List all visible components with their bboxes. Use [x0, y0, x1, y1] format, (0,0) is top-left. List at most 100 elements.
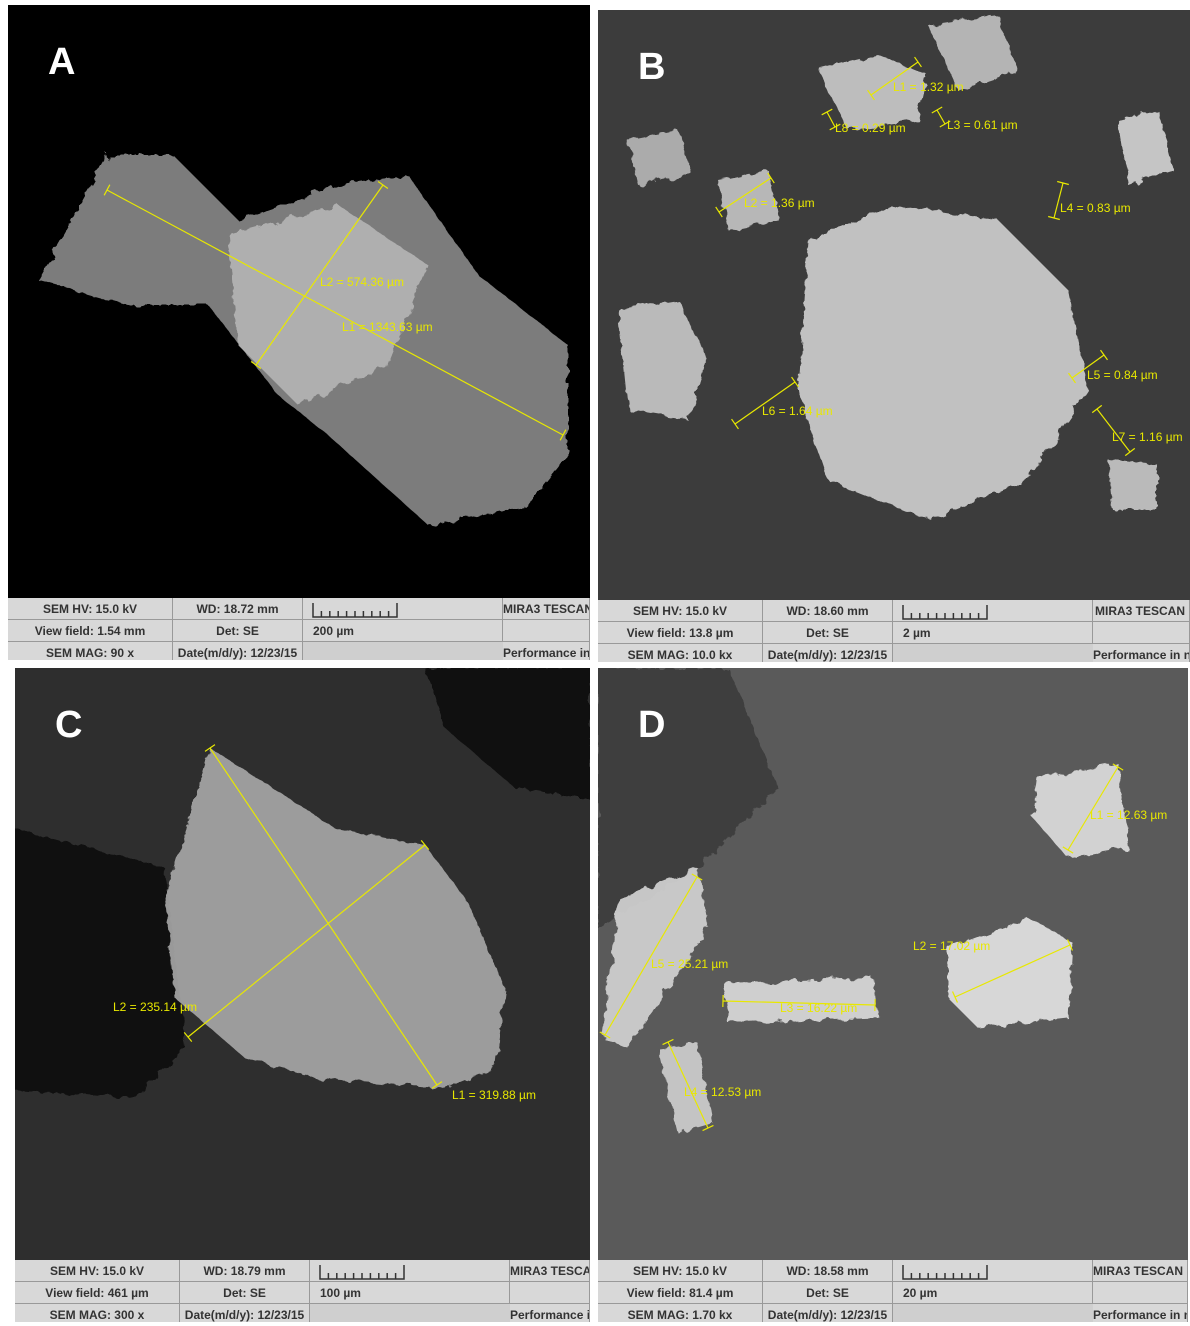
info-wd: WD: 18.58 mm [763, 1260, 893, 1282]
info-det: Det: SE [173, 620, 303, 642]
measure-cap [732, 419, 739, 429]
measure-line [937, 110, 945, 124]
info-date: Date(m/d/y): 12/23/15 [180, 1304, 310, 1322]
info-mag: SEM MAG: 10.0 kx [598, 644, 763, 662]
measure-cap [1100, 350, 1107, 360]
sem-panel: L2 = 574.36 µm L1 = 1343.63 µm A SEM HV: 15… [8, 5, 590, 660]
info-mag: SEM MAG: 1.70 kx [598, 1304, 763, 1322]
measure-label: L1 = 319.88 µm [452, 1088, 536, 1102]
info-slogan: Performance in nanospace [1093, 644, 1190, 662]
scale-bar [901, 601, 991, 621]
scale-bar-line [320, 1265, 404, 1279]
measure-cap [716, 207, 723, 217]
info-brand: MIRA3 TESCAN [1093, 600, 1190, 622]
figure: L2 = 574.36 µm L1 = 1343.63 µm A SEM HV: 15… [0, 0, 1190, 1326]
info-hv: SEM HV: 15.0 kV [598, 1260, 763, 1282]
measure-cap [1092, 405, 1102, 412]
particle [1118, 110, 1173, 185]
particle [15, 818, 185, 1098]
measure-label: L4 = 12.53 µm [684, 1085, 761, 1099]
scale-bar-line [903, 1265, 987, 1279]
measure-label: L5 = 25.21 µm [651, 957, 728, 971]
particle [948, 918, 1073, 1028]
info-det: Det: SE [763, 622, 893, 644]
info-brand: MIRA3 TESCAN [503, 598, 590, 620]
sem-image: L2 = 574.36 µm L1 = 1343.63 µm [8, 5, 590, 660]
measure-cap [915, 57, 922, 67]
info-view-field: View field: 13.8 µm [598, 622, 763, 644]
measure-label: L8 = 0.29 µm [835, 121, 906, 135]
particle [425, 668, 590, 798]
info-mag: SEM MAG: 300 x [15, 1304, 180, 1322]
info-brand: MIRA3 TESCAN [510, 1260, 590, 1282]
measure-cap [1125, 448, 1135, 455]
measure-line [827, 112, 835, 127]
measure-label: L3 = 0.61 µm [947, 118, 1018, 132]
measure-label: L6 = 1.64 µm [762, 404, 833, 418]
measure-cap [184, 1032, 192, 1041]
particle [628, 130, 693, 185]
measure-label: L5 = 0.84 µm [1087, 368, 1158, 382]
brand-cell [503, 620, 590, 642]
info-wd: WD: 18.72 mm [173, 598, 303, 620]
info-view-field: View field: 461 µm [15, 1282, 180, 1304]
info-bar: SEM HV: 15.0 kVWD: 18.58 mmView field: 8… [598, 1260, 1188, 1322]
particle [1108, 460, 1158, 510]
measure-label: L7 = 1.16 µm [1112, 430, 1183, 444]
sem-panel: L1 = 12.63 µm L2 = 17.02 µm L5 = 25.21 µm L… [598, 668, 1188, 1322]
measure-cap [932, 107, 942, 113]
particle [618, 300, 708, 420]
brand-cell [1093, 622, 1190, 644]
info-hv: SEM HV: 15.0 kV [598, 600, 763, 622]
info-slogan: Performance in nanospace [510, 1304, 590, 1322]
info-slogan: Performance in nanospace [1093, 1304, 1188, 1322]
info-view-field: View field: 81.4 µm [598, 1282, 763, 1304]
measure-label: L2 = 574.36 µm [320, 275, 404, 289]
scale-bar-line [903, 605, 987, 619]
measure-label: L2 = 235.14 µm [113, 1000, 197, 1014]
panel-letter: B [638, 46, 665, 89]
scale-bar-line [313, 603, 397, 617]
sem-image: L1 = 319.88 µm L2 = 235.14 µm [15, 668, 590, 1322]
info-brand: MIRA3 TESCAN [1093, 1260, 1188, 1282]
measure-label: L2 = 17.02 µm [913, 939, 990, 953]
info-date: Date(m/d/y): 12/23/15 [763, 644, 893, 662]
measure-label: L1 = 1343.63 µm [342, 320, 433, 334]
info-hv: SEM HV: 15.0 kV [8, 598, 173, 620]
info-hv: SEM HV: 15.0 kV [15, 1260, 180, 1282]
brand-cell [1093, 1282, 1188, 1304]
info-wd: WD: 18.79 mm [180, 1260, 310, 1282]
sem-panel: L1 = 1.32 µm L8 = 0.29 µm L3 = 0.61 µm L2 =… [598, 10, 1190, 662]
scale-bar [901, 1261, 991, 1281]
panel-letter: A [48, 41, 75, 84]
measure-label: L1 = 12.63 µm [1090, 808, 1167, 822]
particle [798, 205, 1088, 520]
info-det: Det: SE [763, 1282, 893, 1304]
panel-letter: C [55, 704, 82, 747]
info-view-field: View field: 1.54 mm [8, 620, 173, 642]
info-scale: 20 µm [893, 1282, 1093, 1304]
measure-cap [822, 109, 833, 115]
measure-cap [792, 377, 799, 387]
info-scale: 2 µm [893, 622, 1093, 644]
info-mag: SEM MAG: 90 x [8, 642, 173, 660]
info-scale: 100 µm [310, 1282, 510, 1304]
info-wd: WD: 18.60 mm [763, 600, 893, 622]
sem-image: L1 = 12.63 µm L2 = 17.02 µm L5 = 25.21 µm L… [598, 668, 1188, 1322]
info-slogan: Performance in nanospace [503, 642, 590, 660]
measure-cap [703, 1125, 714, 1130]
measure-label: L1 = 1.32 µm [893, 80, 964, 94]
panel-letter: D [638, 704, 665, 747]
scale-bar [311, 599, 401, 619]
info-date: Date(m/d/y): 12/23/15 [763, 1304, 893, 1322]
info-scale: 200 µm [303, 620, 503, 642]
sem-image: L1 = 1.32 µm L8 = 0.29 µm L3 = 0.61 µm L2 =… [598, 10, 1190, 662]
info-date: Date(m/d/y): 12/23/15 [173, 642, 303, 660]
measure-cap [663, 1039, 674, 1044]
info-bar: SEM HV: 15.0 kVWD: 18.60 mmView field: 1… [598, 600, 1190, 662]
measure-label: L2 = 1.36 µm [744, 196, 815, 210]
sem-panel: L1 = 319.88 µm L2 = 235.14 µm C SEM HV: 15.… [15, 668, 590, 1322]
particle [928, 15, 1018, 90]
